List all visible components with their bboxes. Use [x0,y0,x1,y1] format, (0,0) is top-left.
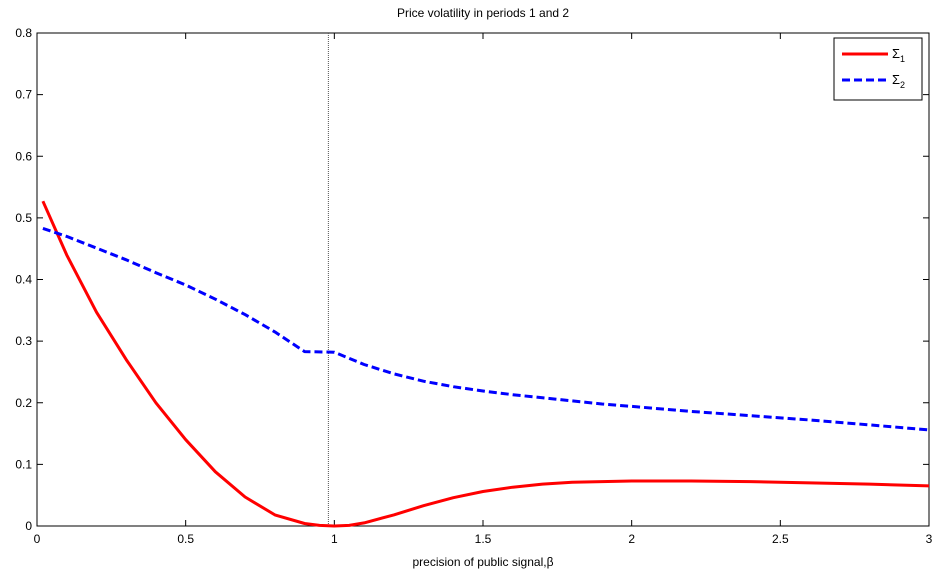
y-tick-label: 0.5 [15,211,32,225]
y-tick-label: 0.3 [15,334,32,348]
series-line-1 [41,200,930,528]
x-tick-label: 0 [34,532,41,546]
series-line-2 [42,226,930,432]
legend-subscript: 2 [900,80,905,90]
y-tick-label: 0.7 [15,88,32,102]
legend-box [833,37,923,101]
x-tick-label: 3 [926,532,933,546]
x-tick-label: 1.5 [475,532,492,546]
y-tick-label: 0.2 [15,396,32,410]
legend-subscript: 1 [900,54,905,64]
y-tick-label: 0 [25,519,32,533]
legend-symbol: Σ [892,72,900,87]
x-tick-label: 2.5 [772,532,789,546]
y-tick-label: 0.1 [15,457,32,471]
plot-area: 0 0.5 1 1.5 2 2.5 300.10.20.30.40.50.60.70.8Σ1… [15,26,932,546]
y-tick-label: 0.4 [15,273,32,287]
x-tick-label: 0.5 [177,532,194,546]
legend-label-2: Σ2 [892,72,905,90]
x-axis-label: precision of public signal,β [413,555,554,569]
chart-title: Price volatility in periods 1 and 2 [397,6,569,20]
y-tick-label: 0.6 [15,149,32,163]
y-tick-label: 0.8 [15,26,32,40]
legend-label-1: Σ1 [892,46,905,64]
x-tick-label: 2 [628,532,635,546]
legend-symbol: Σ [892,46,900,61]
plot-frame [36,32,930,527]
x-tick-label: 1 [331,532,338,546]
